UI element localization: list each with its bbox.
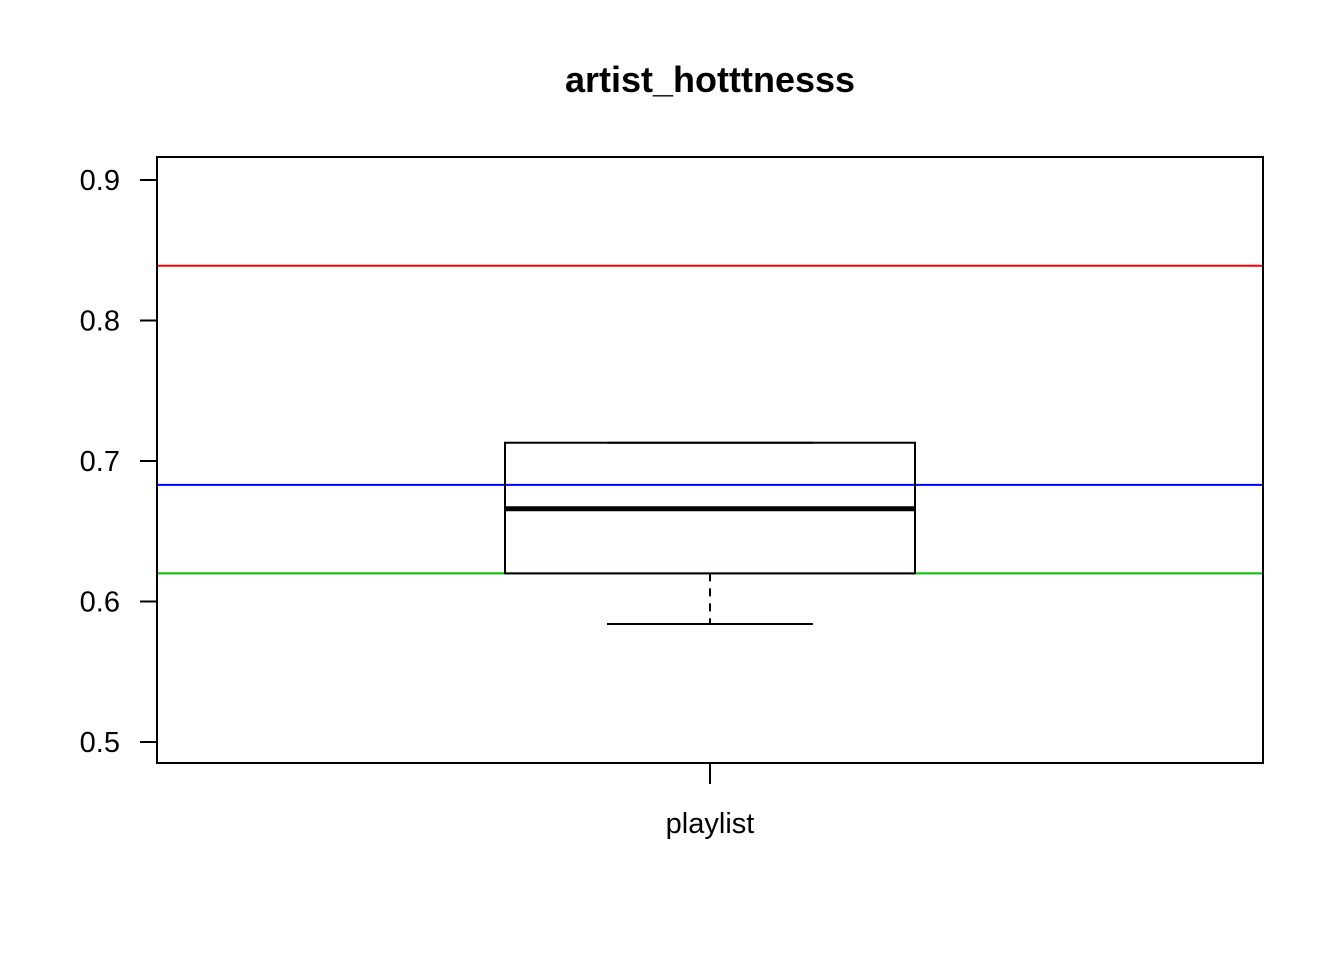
y-tick-label: 0.7 (80, 446, 120, 478)
y-tick-label: 0.5 (80, 727, 120, 759)
y-tick-label: 0.8 (80, 306, 120, 338)
reference-lines (157, 264, 1263, 575)
y-axis: 0.5 0.6 0.7 0.8 0.9 (80, 165, 157, 759)
x-axis: playlist (666, 763, 755, 840)
box-group (504, 441, 916, 625)
y-tick-label: 0.9 (80, 165, 120, 197)
plot-frame (156, 156, 1264, 764)
y-tick-label: 0.6 (80, 587, 120, 619)
chart-title: artist_hotttnesss (565, 59, 855, 100)
x-tick-label: playlist (666, 808, 755, 840)
